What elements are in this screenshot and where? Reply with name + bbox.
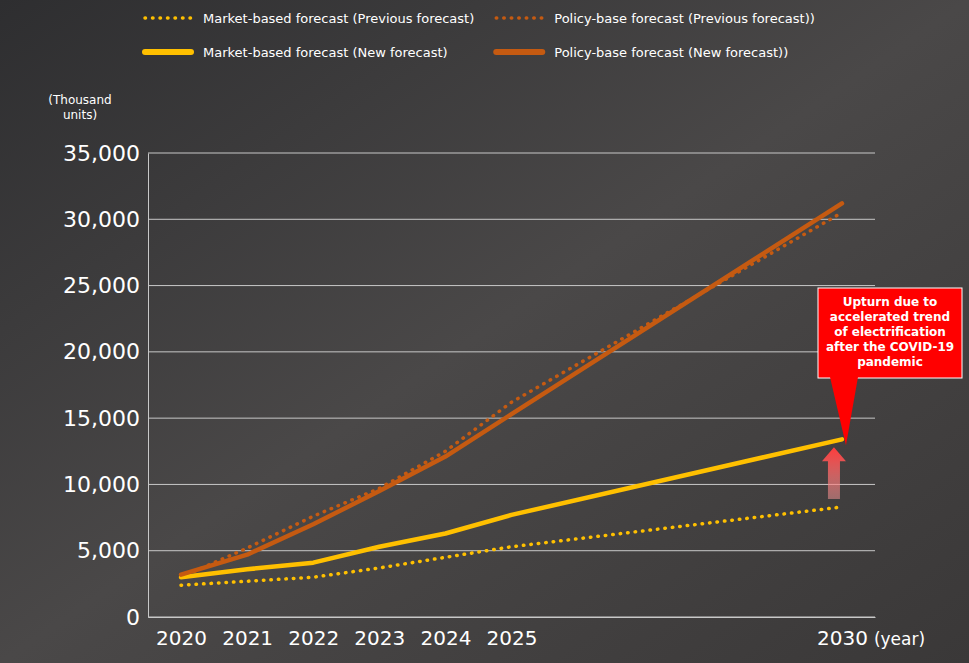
- legend: Market-based forecast (Previous forecast…: [145, 11, 815, 60]
- y-axis-title: (Thousandunits): [48, 93, 111, 122]
- legend-label: Policy-base forecast (New forecast)): [554, 45, 788, 60]
- x-tick-label: 2030: [817, 626, 868, 650]
- x-tick-label: 2022: [288, 626, 339, 650]
- series-line: [181, 203, 842, 574]
- y-tick: 35,000: [63, 141, 148, 166]
- callout-box: [818, 288, 962, 378]
- x-tick: 2020: [156, 617, 207, 650]
- x-tick-label: 2024: [420, 626, 471, 650]
- y-tick: 20,000: [63, 339, 148, 364]
- x-tick: 2021: [222, 617, 273, 650]
- lines: [181, 203, 842, 585]
- grid-line: [148, 484, 875, 485]
- y-tick-label: 25,000: [63, 273, 140, 298]
- legend-item: Policy-base forecast (New forecast)): [496, 45, 788, 60]
- chart: 0 5,000 10,000 15,000 20,000 25,000 30,000 35,0…: [0, 0, 969, 663]
- x-tick: 2022: [288, 617, 339, 650]
- x-tick: 2024: [420, 617, 471, 650]
- y-axis: 0 5,000 10,000 15,000 20,000 25,000 30,000 35,0…: [63, 141, 148, 630]
- y-tick-label: 15,000: [63, 406, 140, 431]
- x-tick-label: 2021: [222, 626, 273, 650]
- y-axis-line: [148, 154, 149, 618]
- legend-swatch: [496, 16, 542, 20]
- y-tick: 15,000: [63, 406, 148, 431]
- y-tick-label: 35,000: [63, 141, 140, 166]
- y-tick-label: 30,000: [63, 207, 140, 232]
- callout-pointer: [830, 377, 858, 445]
- y-tick: 5,000: [77, 538, 148, 563]
- legend-item: Market-based forecast (Previous forecast…: [145, 11, 474, 26]
- grid-line: [148, 153, 875, 154]
- x-axis-title: (year): [874, 629, 925, 649]
- legend-swatch: [145, 16, 191, 20]
- upturn-arrow: [822, 447, 846, 499]
- y-tick-label: 5,000: [77, 538, 140, 563]
- legend-swatch: [145, 49, 191, 55]
- y-tick: 30,000: [63, 207, 148, 232]
- x-tick-label: 2020: [156, 626, 207, 650]
- background: [0, 0, 969, 663]
- y-tick: 25,000: [63, 273, 148, 298]
- x-axis: 2020 2021 2022 2023 2024 2025 2030: [149, 617, 876, 650]
- series-line: [181, 439, 842, 577]
- y-tick-label: 0: [126, 605, 140, 630]
- grid-line: [148, 219, 875, 220]
- legend-label: Market-based forecast (Previous forecast…: [203, 11, 474, 26]
- x-tick: 2025: [487, 617, 538, 650]
- y-tick: 0: [126, 605, 148, 630]
- y-tick-label: 20,000: [63, 339, 140, 364]
- legend-label: Market-based forecast (New forecast): [203, 45, 448, 60]
- x-axis-line: [149, 617, 876, 618]
- grid: [148, 153, 875, 617]
- grid-line: [148, 351, 875, 352]
- x-tick: 2030: [817, 617, 868, 650]
- grid-line: [148, 418, 875, 419]
- x-tick: 2023: [354, 617, 405, 650]
- y-tick-label: 10,000: [63, 472, 140, 497]
- callout: Upturn due toaccelerated trendof electri…: [818, 288, 962, 445]
- y-tick: 10,000: [63, 472, 148, 497]
- x-tick-label: 2023: [354, 626, 405, 650]
- series-line: [181, 507, 842, 585]
- legend-swatch: [496, 49, 542, 55]
- legend-item: Market-based forecast (New forecast): [145, 45, 448, 60]
- grid-line: [148, 617, 875, 618]
- legend-label: Policy-base forecast (Previous forecast)…: [554, 11, 815, 26]
- legend-item: Policy-base forecast (Previous forecast)…: [496, 11, 815, 26]
- grid-line: [148, 285, 875, 286]
- x-tick-label: 2025: [487, 626, 538, 650]
- annotation: Upturn due toaccelerated trendof electri…: [826, 295, 954, 369]
